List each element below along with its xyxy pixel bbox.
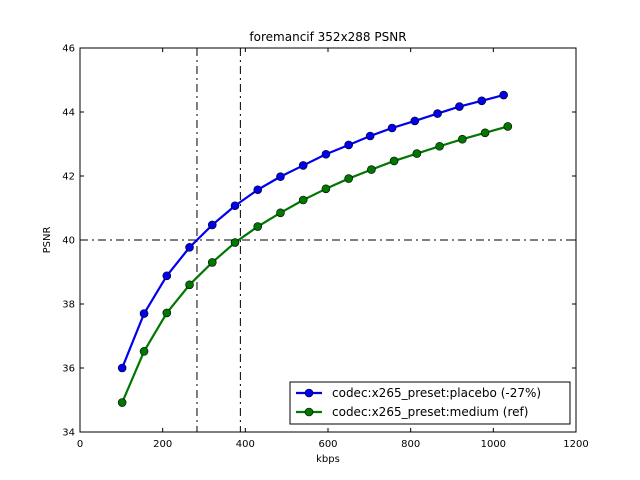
data-point xyxy=(162,271,172,281)
y-tick-label: 38 xyxy=(62,300,75,311)
data-point xyxy=(185,280,194,290)
data-point xyxy=(253,222,263,231)
x-tick-label: 1200 xyxy=(563,439,588,450)
data-point xyxy=(321,149,331,159)
data-point xyxy=(458,134,467,144)
data-point xyxy=(207,220,217,230)
data-point xyxy=(477,96,487,106)
chart-title: foremancif 352x288 PSNR xyxy=(249,30,406,44)
y-tick-label: 46 xyxy=(62,44,75,55)
legend-item-2: codec:x265_preset:medium (ref) xyxy=(296,405,528,419)
data-point xyxy=(276,172,285,181)
legend-box xyxy=(289,381,571,425)
x-axis-label: kbps xyxy=(316,454,340,465)
data-point xyxy=(344,140,353,150)
series-layer xyxy=(117,90,513,407)
data-point xyxy=(387,123,397,133)
data-point xyxy=(185,243,194,252)
data-point xyxy=(367,165,376,174)
data-point xyxy=(117,363,127,373)
legend-label: codec:x265_preset:placebo (-27%) xyxy=(332,386,541,400)
data-point xyxy=(162,308,172,318)
y-tick-label: 40 xyxy=(62,236,75,247)
data-point xyxy=(298,161,308,170)
x-tick-label: 600 xyxy=(318,439,337,450)
data-point xyxy=(230,201,240,211)
legend-item-1: codec:x265_preset:placebo (-27%) xyxy=(296,386,541,400)
y-tick-label: 34 xyxy=(62,428,75,439)
data-point xyxy=(433,109,442,118)
data-point xyxy=(139,309,149,318)
x-tick-label: 0 xyxy=(77,439,83,450)
data-point xyxy=(412,149,422,158)
data-point xyxy=(230,238,240,247)
legend-swatch-marker xyxy=(304,388,314,398)
data-point xyxy=(499,90,508,100)
data-point xyxy=(207,258,217,267)
y-tick-label: 42 xyxy=(62,172,75,183)
data-point xyxy=(435,141,444,151)
data-point xyxy=(344,174,353,183)
data-point xyxy=(503,122,513,131)
data-point xyxy=(298,195,308,205)
legend-swatch-marker xyxy=(304,407,314,417)
data-point xyxy=(480,128,490,138)
legend: codec:x265_preset:placebo (-27%) codec:x2… xyxy=(289,381,571,425)
data-point xyxy=(455,102,464,111)
data-point xyxy=(321,184,331,194)
x-tick-label: 200 xyxy=(153,439,172,450)
axis-ticks: 0 200 400 600 800 1000 1200 34 36 38 40 42 44 46 xyxy=(62,44,588,451)
y-axis-label: PSNR xyxy=(42,227,53,254)
data-point xyxy=(365,131,375,141)
x-tick-label: 400 xyxy=(236,439,255,450)
y-tick-label: 44 xyxy=(62,108,75,119)
data-point xyxy=(253,185,263,195)
data-point xyxy=(389,156,399,166)
x-tick-label: 800 xyxy=(401,439,420,450)
x-tick-label: 1000 xyxy=(481,439,506,450)
data-point xyxy=(139,347,149,356)
legend-label: codec:x265_preset:medium (ref) xyxy=(332,405,528,419)
series-1 xyxy=(117,90,508,373)
series-2 xyxy=(117,122,513,407)
data-point xyxy=(117,398,127,407)
data-point xyxy=(410,116,420,126)
data-point xyxy=(276,208,285,218)
y-tick-label: 36 xyxy=(62,364,75,375)
